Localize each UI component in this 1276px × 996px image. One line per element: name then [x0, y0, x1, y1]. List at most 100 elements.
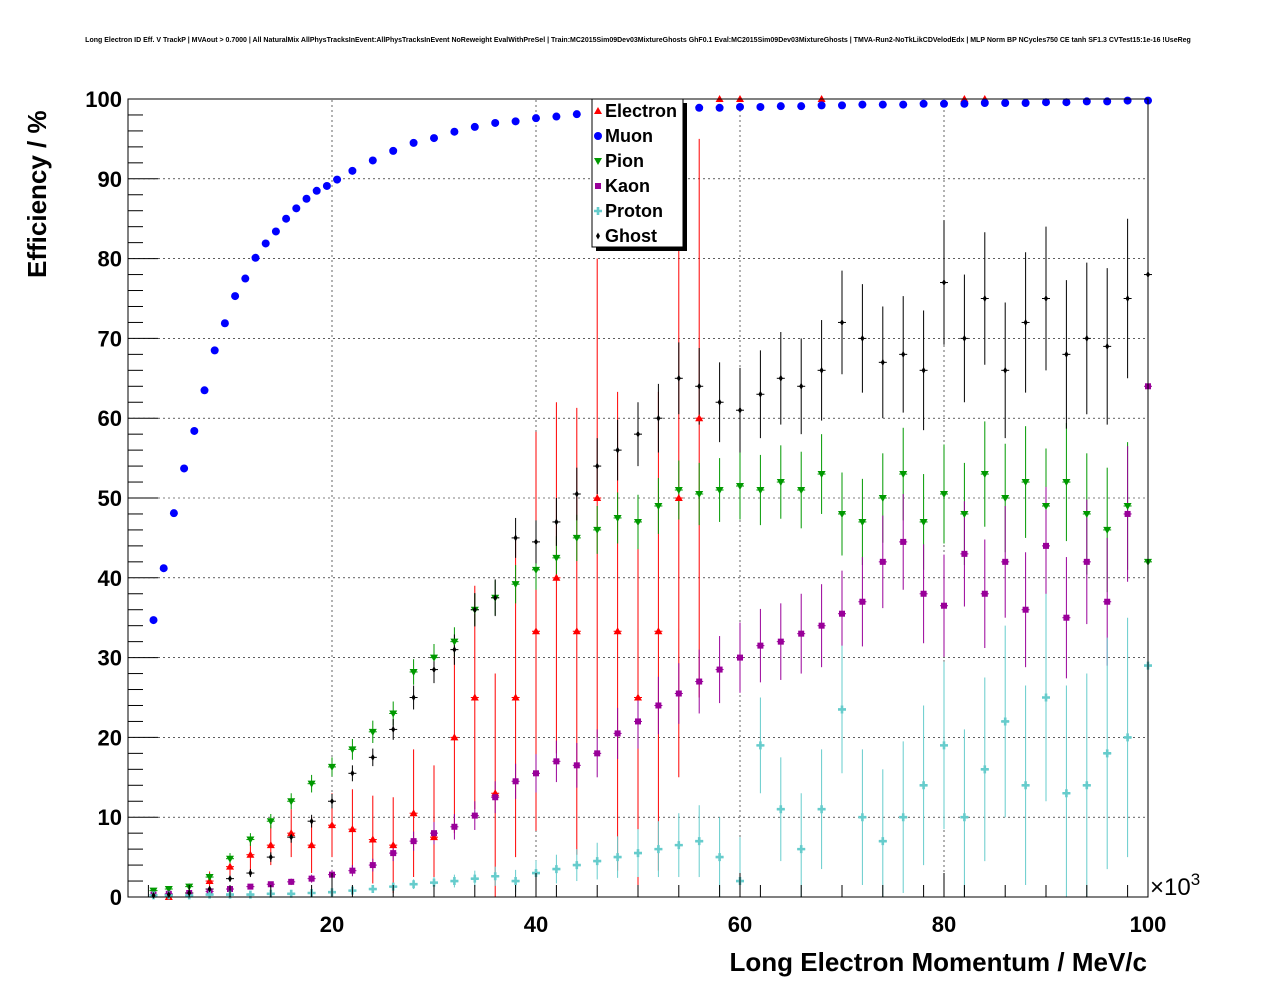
muon-data-point — [149, 616, 158, 625]
pion-data-point — [552, 554, 561, 562]
proton-data-point — [287, 889, 296, 898]
ghost-data-point — [819, 366, 824, 374]
kaon-data-point — [512, 778, 519, 785]
kaon-data-point — [573, 762, 580, 769]
ghost-data-point — [228, 875, 232, 883]
y-tick-label: 10 — [98, 805, 122, 830]
kaon-data-point — [349, 867, 356, 874]
proton-data-point — [409, 880, 418, 889]
muon-data-point — [695, 103, 704, 112]
muon-data-point — [450, 127, 459, 136]
muon-data-point — [241, 274, 250, 283]
muon-data-point — [552, 112, 561, 121]
electron-data-point — [674, 494, 683, 501]
ghost-data-point — [472, 606, 477, 614]
muon-data-point — [756, 102, 765, 111]
ghost-data-point — [778, 374, 783, 382]
muon-data-point — [292, 204, 301, 213]
ghost-legend-marker — [596, 232, 600, 240]
ghost-data-point — [738, 406, 742, 414]
chart-title: Long Electron ID Eff. V TrackP | MVAout … — [85, 37, 1191, 44]
pion-legend-marker — [594, 158, 602, 165]
pion-data-point — [1082, 510, 1091, 518]
pion-data-point — [205, 874, 214, 882]
y-tick-label: 60 — [98, 406, 122, 431]
ghost-data-point — [758, 390, 763, 398]
muon-data-point — [322, 181, 331, 190]
ghost-data-point — [1105, 342, 1110, 350]
kaon-data-point — [900, 538, 907, 545]
proton-data-point — [1082, 781, 1091, 790]
pion-data-point — [593, 526, 602, 534]
electron-data-point — [450, 733, 459, 741]
pion-data-point — [1123, 502, 1132, 510]
muon-data-point — [190, 426, 199, 435]
ghost-data-point — [676, 374, 681, 382]
muon-data-point — [368, 156, 377, 165]
electron-data-point — [552, 573, 561, 581]
legend-box — [591, 98, 684, 248]
muon-data-point — [491, 118, 500, 127]
kaon-data-point — [757, 642, 764, 649]
kaon-data-point — [390, 850, 397, 857]
pion-data-point — [532, 566, 540, 574]
kaon-data-point — [737, 654, 743, 661]
kaon-data-point — [920, 590, 927, 597]
x-tick-label: 60 — [728, 912, 752, 937]
y-tick-label: 70 — [98, 326, 122, 351]
kaon-data-point — [247, 883, 254, 890]
electron-legend-marker — [594, 107, 602, 114]
pion-data-point — [858, 518, 867, 526]
x-axis-multiplier: ×103 — [1150, 870, 1200, 901]
muon-data-point — [231, 292, 240, 301]
muon-data-point — [736, 102, 744, 111]
pion-data-point — [328, 763, 336, 771]
ghost-data-point — [513, 534, 518, 542]
pion-data-point — [1021, 479, 1030, 487]
ghost-data-point — [166, 891, 171, 899]
ghost-data-point — [330, 797, 334, 805]
muon-data-point — [389, 146, 398, 155]
y-tick-label: 20 — [98, 725, 122, 750]
pion-data-point — [674, 487, 683, 495]
electron-data-point — [328, 821, 336, 829]
pion-data-point — [1103, 526, 1112, 534]
proton-data-point — [205, 890, 214, 899]
pion-data-point — [389, 710, 398, 718]
ghost-data-point — [880, 358, 885, 366]
proton-data-point — [1042, 693, 1050, 702]
muon-data-point — [919, 99, 928, 108]
pion-data-point — [572, 534, 581, 542]
kaon-data-point — [675, 690, 682, 697]
ghost-data-point — [534, 538, 538, 546]
proton-data-point — [838, 705, 846, 714]
y-tick-label: 30 — [98, 646, 122, 671]
muon-data-point — [430, 134, 438, 143]
ghost-data-point — [350, 769, 355, 777]
proton-data-point — [715, 853, 724, 862]
muon-data-point — [312, 186, 321, 195]
proton-data-point — [246, 890, 255, 899]
muon-data-point — [715, 103, 724, 112]
electron-data-point — [287, 829, 296, 837]
ghost-data-point — [493, 594, 498, 602]
kaon-data-point — [1124, 510, 1131, 517]
kaon-data-point — [471, 812, 478, 819]
muon-data-point — [261, 239, 270, 248]
proton-data-point — [491, 872, 500, 881]
muon-legend-label: Muon — [605, 126, 653, 146]
proton-legend-marker — [594, 207, 602, 215]
pion-data-point — [409, 668, 418, 676]
electron-data-point — [634, 693, 642, 701]
proton-data-point — [654, 845, 663, 854]
kaon-legend-label: Kaon — [605, 176, 650, 196]
pion-data-point — [776, 479, 785, 487]
proton-data-point — [940, 741, 948, 750]
electron-data-point — [532, 627, 540, 635]
kaon-data-point — [308, 875, 315, 882]
pion-data-point — [797, 487, 806, 495]
muon-data-point — [572, 110, 581, 119]
proton-data-point — [756, 741, 765, 750]
kaon-data-point — [879, 558, 886, 565]
electron-data-point — [389, 841, 398, 849]
